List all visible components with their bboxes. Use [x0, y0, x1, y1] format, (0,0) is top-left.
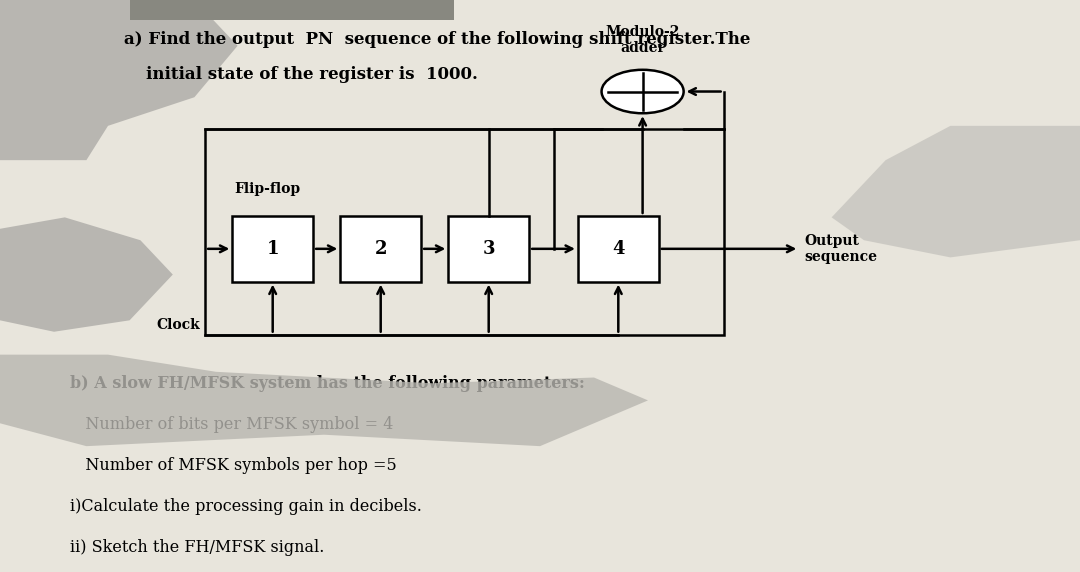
- Text: Clock: Clock: [156, 318, 200, 332]
- Bar: [232, 216, 313, 282]
- Bar: [448, 216, 529, 282]
- Text: 3: 3: [483, 240, 495, 258]
- Text: initial state of the register is  1000.: initial state of the register is 1000.: [146, 66, 477, 83]
- Polygon shape: [832, 126, 1080, 257]
- Text: Output
sequence: Output sequence: [805, 234, 878, 264]
- Text: i)Calculate the processing gain in decibels.: i)Calculate the processing gain in decib…: [70, 498, 422, 515]
- Polygon shape: [0, 217, 173, 332]
- Bar: [130, 0, 454, 20]
- Text: ii) Sketch the FH/MFSK signal.: ii) Sketch the FH/MFSK signal.: [70, 539, 325, 557]
- Text: 4: 4: [612, 240, 624, 258]
- Bar: [340, 216, 421, 282]
- Text: 1: 1: [267, 240, 279, 258]
- Text: b) A slow FH/MFSK system has the following parameters:: b) A slow FH/MFSK system has the followi…: [70, 375, 585, 392]
- Bar: [205, 129, 724, 335]
- Text: Number of bits per MFSK symbol = 4: Number of bits per MFSK symbol = 4: [70, 416, 393, 433]
- Polygon shape: [0, 355, 648, 446]
- Polygon shape: [0, 0, 238, 160]
- Text: Flip-flop: Flip-flop: [234, 182, 300, 196]
- Text: Number of MFSK symbols per hop =5: Number of MFSK symbols per hop =5: [70, 457, 397, 474]
- Text: 2: 2: [375, 240, 387, 258]
- Text: a) Find the output  PN  sequence of the following shift register.The: a) Find the output PN sequence of the fo…: [124, 31, 751, 49]
- Text: Modulo-2
adder: Modulo-2 adder: [606, 25, 679, 55]
- Bar: [578, 216, 659, 282]
- Circle shape: [602, 70, 684, 113]
